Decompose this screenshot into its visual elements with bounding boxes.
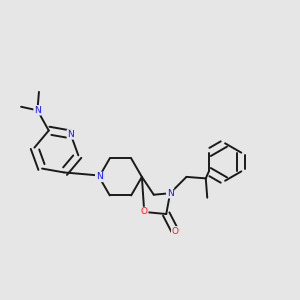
Text: N: N	[167, 189, 173, 198]
Text: N: N	[67, 130, 74, 139]
Text: O: O	[141, 208, 148, 217]
Text: O: O	[172, 227, 179, 236]
Text: N: N	[96, 172, 102, 182]
Text: N: N	[34, 106, 41, 115]
